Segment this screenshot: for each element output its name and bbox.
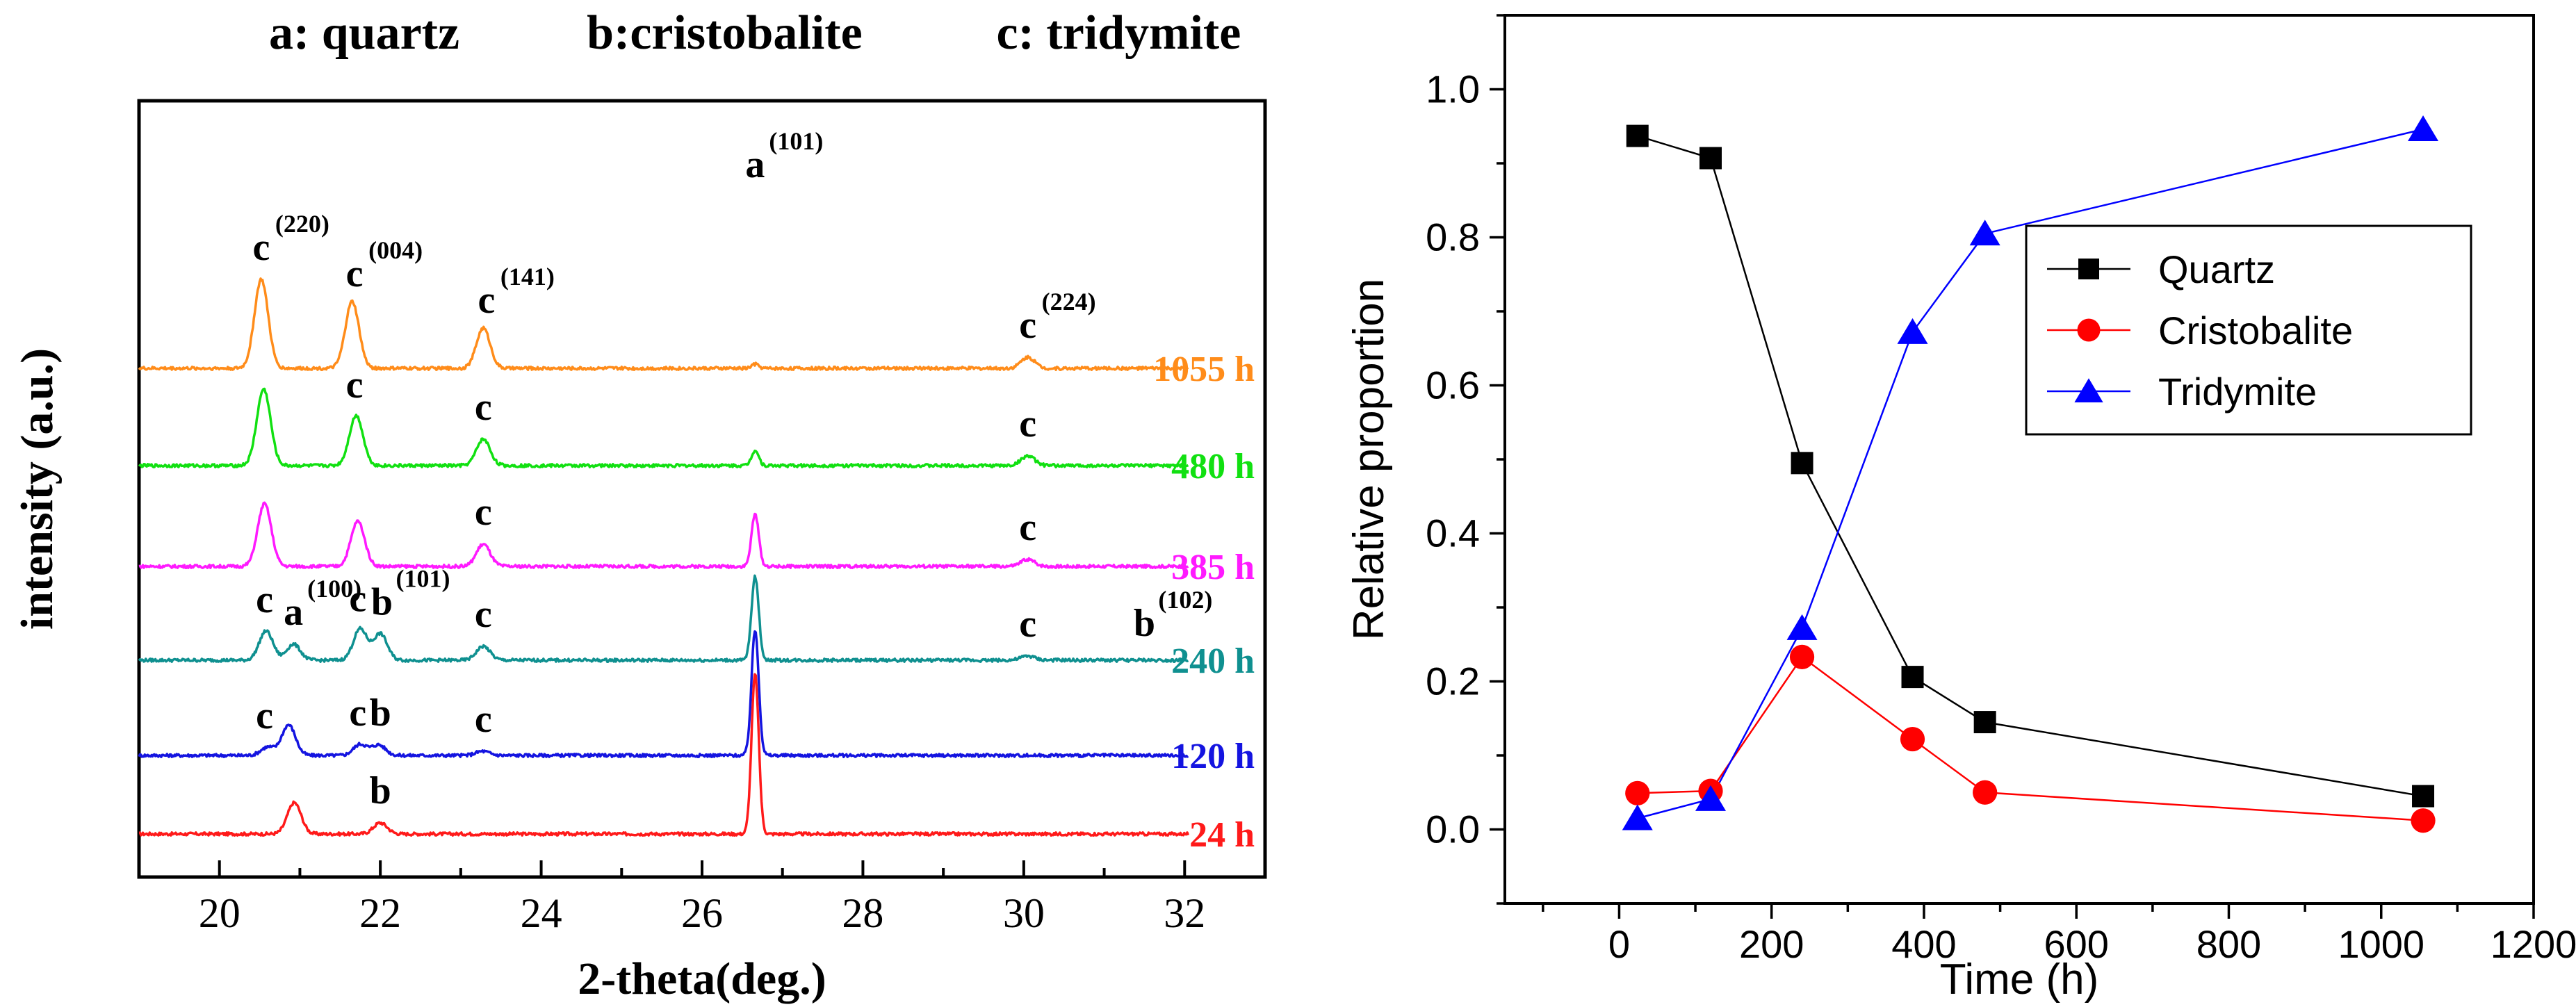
peak-label-index: (220) [275,210,329,238]
x-axis-label: Time (h) [1940,956,2098,1004]
x-tick-label: 200 [1739,922,1804,966]
peak-label: c [346,363,364,407]
trace-label: 1055 h [1153,350,1255,389]
peak-label: c [256,578,273,621]
trace-label: 120 h [1171,737,1255,776]
x-axis-label: 2-theta(deg.) [578,953,826,1004]
y-tick-label: 0.4 [1426,511,1480,555]
data-marker-triangle [1897,318,1928,344]
trace-label: 385 h [1171,548,1255,587]
xrd-trace [138,673,1190,837]
peak-label: b [370,691,391,735]
x-tick-label: 0 [1608,922,1630,966]
trace-label: 240 h [1171,641,1255,681]
proportion-panel: 0 200 400 600 800 1000 1200 0.0 0.2 0.4 0.6 0.8 1.0 T… [1345,14,2576,1004]
x-tick-label: 24 [521,890,562,936]
peak-label-index: (101) [769,127,823,155]
peak-label-index: (004) [368,236,423,264]
y-axis-label: Relative proportion [1345,279,1393,640]
data-marker-square [1791,452,1813,475]
x-tick-label: 800 [2196,922,2261,966]
data-marker-circle [1625,780,1650,805]
xrd-panel: a: quartz b:cristobalite c: tridymite 20 22 2… [12,6,1267,1004]
series-line [1637,655,2424,821]
trace-label: 480 h [1171,447,1255,486]
legend-label: Cristobalite [2158,309,2353,352]
x-tick-label: 26 [681,890,723,936]
x-tick-label: 30 [1003,890,1045,936]
data-marker-circle [2411,808,2436,833]
data-marker-square [2412,785,2435,808]
phase-legend-label: a: quartz [269,6,459,60]
series-line [1637,135,2424,797]
data-marker-triangle [1969,220,2000,246]
peak-label: c [475,491,492,534]
x-tick-label: 400 [1891,922,1956,966]
peak-label-index: (102) [1158,586,1212,614]
legend-label: Tridymite [2158,370,2317,414]
phase-legend-label: c: tridymite [997,6,1241,60]
y-tick-label: 0.2 [1426,660,1480,703]
peak-label: c [346,252,364,295]
peak-label: c [256,694,273,737]
xrd-trace [138,277,1189,371]
data-marker-square [2078,259,2099,279]
legend-label: Quartz [2158,247,2275,291]
x-tick-label: 1200 [2491,922,2576,966]
peak-label-index: (101) [396,565,450,593]
peak-label: a [284,591,303,634]
x-tick-label: 20 [199,890,241,936]
data-marker-square [1901,666,1924,689]
data-marker-triangle [1695,785,1726,811]
peak-label-index: (100) [307,575,361,603]
y-tick-label: 0.6 [1426,363,1480,407]
peak-label: c [1019,402,1036,445]
trace-label: 24 h [1189,815,1255,855]
peak-label: c [475,593,492,636]
data-marker-triangle [2074,378,2103,402]
phase-legend-label: b:cristobalite [587,6,863,60]
data-marker-circle [1789,644,1815,669]
peak-label: b [1134,602,1155,645]
data-marker-circle [1973,780,1998,805]
y-tick-label: 0.8 [1426,215,1480,259]
plot-frame [1503,14,2535,905]
peak-label: c [349,691,366,735]
x-tick-label: 28 [842,890,883,936]
peak-label-index: (224) [1042,288,1096,316]
x-tick-label: 1000 [2338,922,2424,966]
data-marker-square [1973,711,1996,734]
xrd-trace [138,630,1189,758]
data-marker-triangle [1786,614,1818,640]
data-marker-square [1626,124,1649,147]
y-tick-label: 1.0 [1426,67,1480,111]
x-tick-label: 32 [1164,890,1205,936]
y-tick-label: 0.0 [1426,808,1480,851]
peak-label: c [349,578,366,621]
peak-label: c [475,386,492,429]
series-line [1637,128,2424,819]
y-axis-label: intensity (a.u.) [12,348,63,630]
peak-label: c [1019,603,1036,646]
peak-label: c [1019,506,1036,549]
peak-label: a [745,143,765,186]
data-marker-triangle [2408,115,2439,142]
peak-label: c [1019,304,1036,347]
peak-label: c [478,279,495,322]
xrd-trace [138,501,1189,569]
peak-label: b [371,581,393,624]
peak-label: c [252,226,270,269]
data-marker-circle [2077,318,2101,342]
data-marker-triangle [1622,804,1653,830]
peak-label: c [475,698,492,741]
peak-label-index: (141) [500,263,555,290]
x-tick-label: 600 [2044,922,2109,966]
xrd-trace [138,387,1189,468]
x-tick-label: 22 [359,890,401,936]
data-marker-circle [1900,726,1925,752]
peak-label: b [370,769,391,812]
data-marker-square [1699,147,1722,170]
xrd-trace [138,574,1189,663]
